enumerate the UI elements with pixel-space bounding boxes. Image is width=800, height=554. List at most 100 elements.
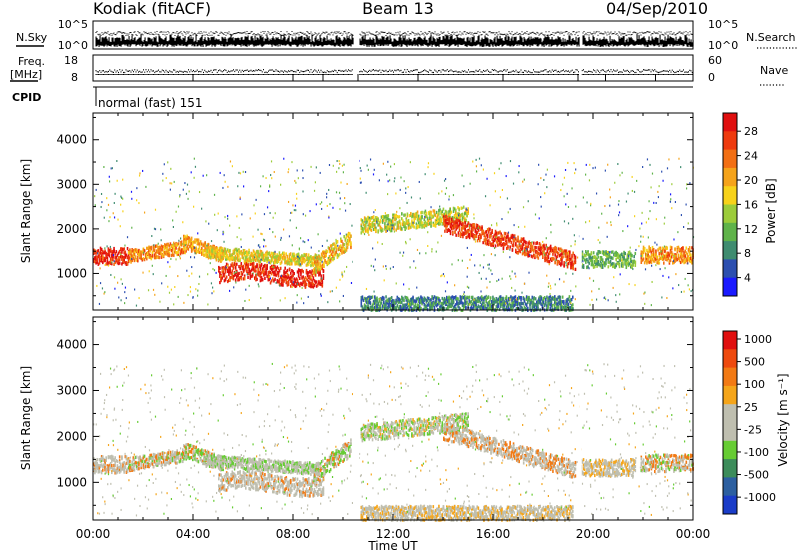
echo-cell [219,280,221,285]
nsearch-dot [534,33,536,35]
echo-cell [197,250,200,254]
nave-dot [464,74,466,75]
echo-cell [369,225,372,229]
nsearch-dot [515,33,517,35]
nave-dot [536,74,538,75]
echo-cell [97,254,100,258]
nsearch-dot [113,32,115,34]
echo-cell [540,247,543,251]
echo-cell [433,223,436,227]
echo-cell [465,224,468,228]
nsearch-dot [436,34,438,36]
echo-cell [464,227,466,231]
freq-dot [176,70,178,73]
freq-dot [226,71,228,74]
echo-cell [241,251,244,256]
echo-cell [394,218,396,222]
nsky-bar [438,36,440,47]
echo-cell [234,247,237,251]
echo-cell [301,261,303,265]
nsky-bar [178,36,180,46]
nave-dot [620,74,622,75]
nsearch-dot [629,31,631,33]
echo-cell [557,251,560,256]
nave-dot [211,74,213,75]
nave-dot [539,74,541,75]
nave-dot [441,74,443,75]
echo-cell [393,223,395,227]
echo-cell [272,264,274,268]
echo-cell [206,249,209,254]
nave-dot [475,74,477,75]
nsky-bar [195,34,197,45]
nsearch-dot [115,34,117,36]
echo-cell [456,216,458,220]
echo-cell [299,269,301,273]
echo-cell [445,223,447,228]
echo-cell [448,218,451,223]
nsearch-dot [480,34,482,36]
echo-cell [243,268,246,272]
freq-dot [106,71,108,73]
nsky-bar [133,38,135,45]
echo-cell [295,262,298,266]
echo-cell [424,215,427,219]
nave-dot [101,74,103,75]
nsky-bar [517,40,519,45]
nave-dot [311,74,313,75]
nsky-bar [453,38,455,45]
nsearch-dot [307,31,309,33]
echo-cell [539,245,542,249]
nave-dot [516,74,518,75]
echo-cell [500,239,502,243]
freq-dot [454,70,456,73]
echo-cell [103,256,105,260]
echo-cell [416,218,419,222]
echo-cell [393,227,395,231]
nave-dot [301,74,303,75]
nsearch-dot [132,34,134,36]
nsearch-dot [359,33,361,35]
nave-dot [335,74,337,75]
nsky-bar [102,37,104,46]
echo-cell [255,273,257,277]
echo-cell [305,263,308,267]
freq-dot [511,70,513,72]
freq-tick-high: 18 [64,54,78,67]
nsky-bar [352,37,354,45]
echo-cell [428,218,430,223]
nsearch-dot [97,33,99,35]
nave-dot [535,74,537,75]
echo-cell [446,215,448,219]
echo-cell [291,269,293,273]
echo-cell [273,279,275,283]
nsearch-dot [180,31,182,33]
echo-cell [222,253,224,258]
echo-cell [215,254,218,258]
echo-cell [297,268,300,272]
echo-cell [556,251,559,255]
nsearch-dot [601,33,603,35]
freq-dot [173,69,174,71]
nave-dot [459,74,461,75]
echo-cell [147,246,149,250]
echo-cell [223,279,226,283]
echo-cell [305,256,308,261]
nsearch-dot [122,32,124,34]
freq-dot [171,71,173,73]
nsky-bar [427,42,429,47]
echo-cell [238,248,240,252]
nsky-bar [131,35,133,45]
nave-dot [324,74,326,75]
nsky-bar [255,40,257,47]
nsky-bar [292,38,294,45]
nsky-bar [144,37,146,46]
nsky-bar [486,37,488,46]
echo-cell [467,221,470,225]
nave-dot [205,74,207,75]
nsky-bar [639,39,641,45]
echo-cell [273,273,275,277]
nsearch-dot [412,32,414,34]
echo-cell [525,251,527,256]
